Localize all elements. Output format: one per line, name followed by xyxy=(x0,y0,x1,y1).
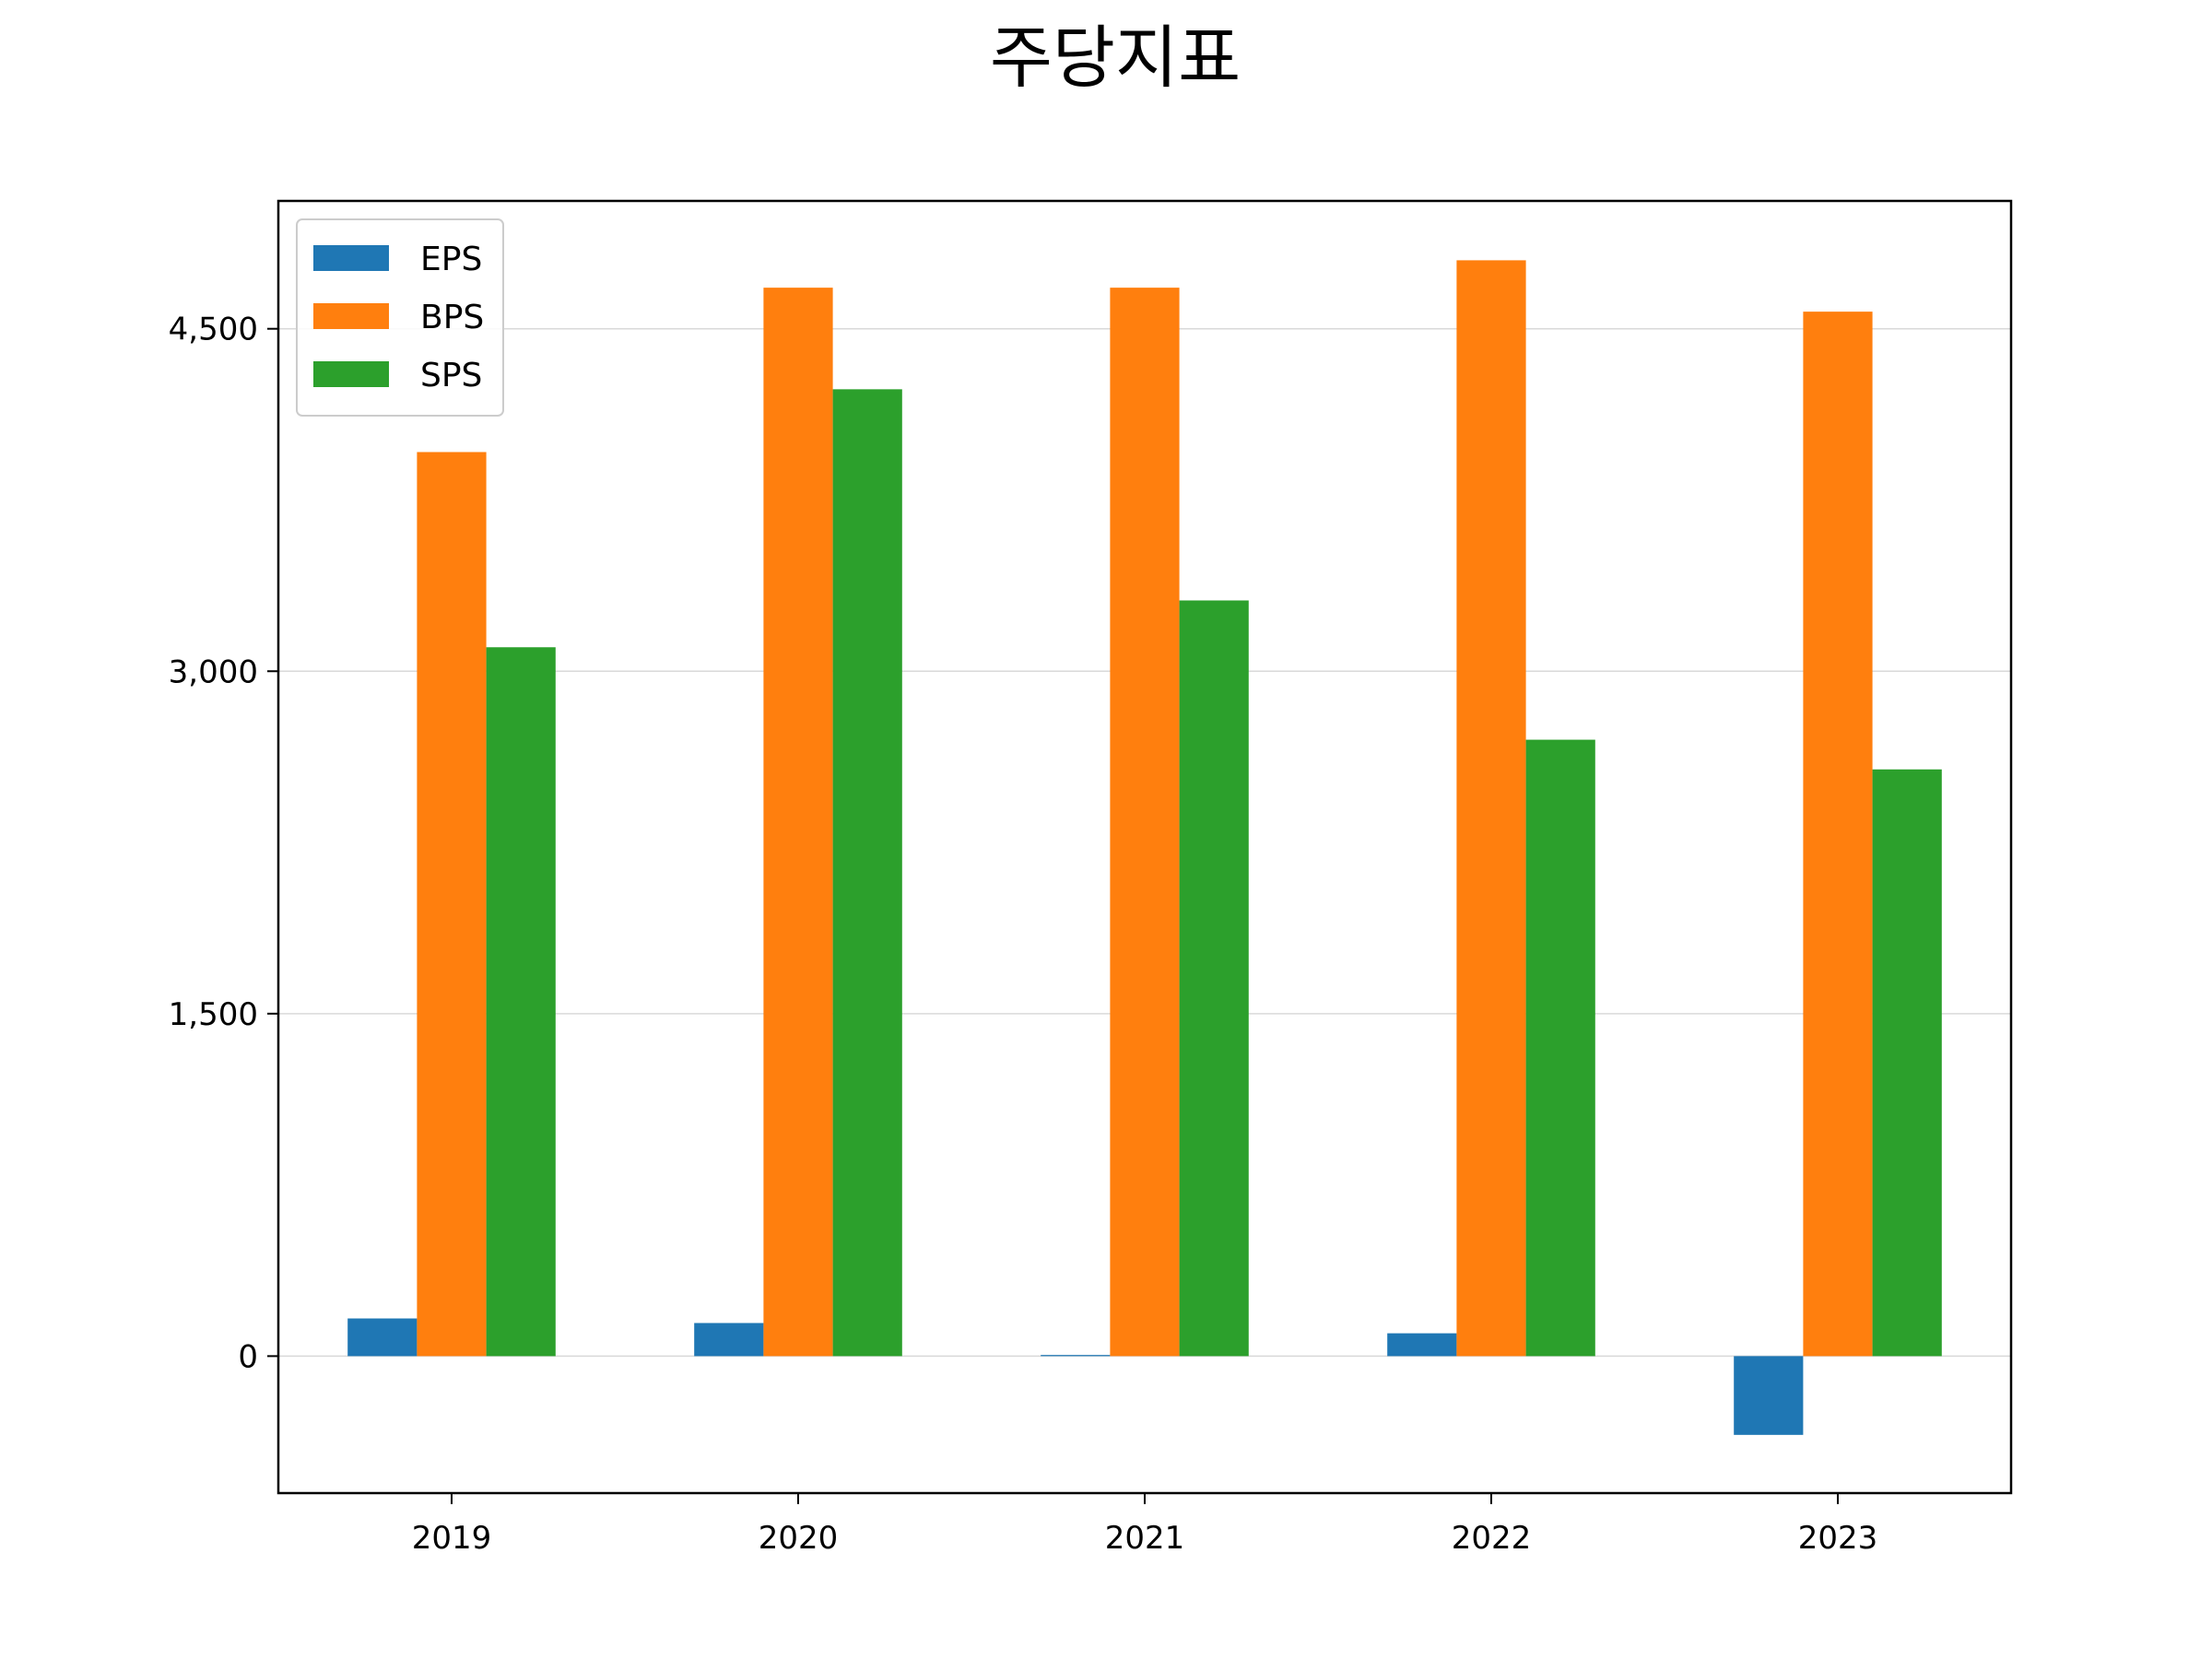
legend-swatch-eps xyxy=(313,245,389,271)
bar-bps-2023 xyxy=(1803,312,1873,1357)
bar-eps-2021 xyxy=(1041,1355,1111,1357)
legend-label-bps: BPS xyxy=(420,299,484,336)
x-tick-label: 2023 xyxy=(1798,1520,1878,1557)
x-axis-ticks: 2019 2020 2021 2022 2023 xyxy=(412,1493,1878,1557)
legend-label-sps: SPS xyxy=(420,357,482,394)
bar-sps-2019 xyxy=(486,647,556,1357)
bar-sps-2021 xyxy=(1179,600,1249,1357)
bar-eps-2023 xyxy=(1734,1356,1804,1435)
legend-swatch-sps xyxy=(313,361,389,387)
bar-sps-2022 xyxy=(1525,739,1595,1357)
y-axis-ticks: 0 1,500 3,000 4,500 xyxy=(169,312,278,1375)
x-tick-label: 2021 xyxy=(1105,1520,1185,1557)
bar-bps-2020 xyxy=(763,288,833,1357)
legend-swatch-bps xyxy=(313,303,389,329)
bar-bps-2022 xyxy=(1456,260,1526,1357)
bar-bps-2019 xyxy=(417,452,487,1357)
bar-sps-2023 xyxy=(1872,769,1942,1357)
bar-eps-2020 xyxy=(694,1323,764,1357)
x-tick-label: 2019 xyxy=(412,1520,492,1557)
x-tick-label: 2022 xyxy=(1452,1520,1532,1557)
legend-label-eps: EPS xyxy=(420,241,482,278)
y-tick-label: 0 xyxy=(238,1338,258,1375)
y-tick-label: 1,500 xyxy=(169,996,258,1033)
bar-eps-2019 xyxy=(347,1318,418,1357)
y-tick-label: 4,500 xyxy=(169,312,258,348)
legend: EPS BPS SPS xyxy=(296,218,504,417)
x-tick-label: 2020 xyxy=(759,1520,839,1557)
bar-sps-2020 xyxy=(832,389,902,1357)
chart-title: 주당지표 xyxy=(990,18,1241,98)
bar-bps-2021 xyxy=(1110,288,1180,1357)
bars xyxy=(347,260,1942,1435)
y-tick-label: 3,000 xyxy=(169,653,258,690)
bar-eps-2022 xyxy=(1387,1333,1457,1357)
